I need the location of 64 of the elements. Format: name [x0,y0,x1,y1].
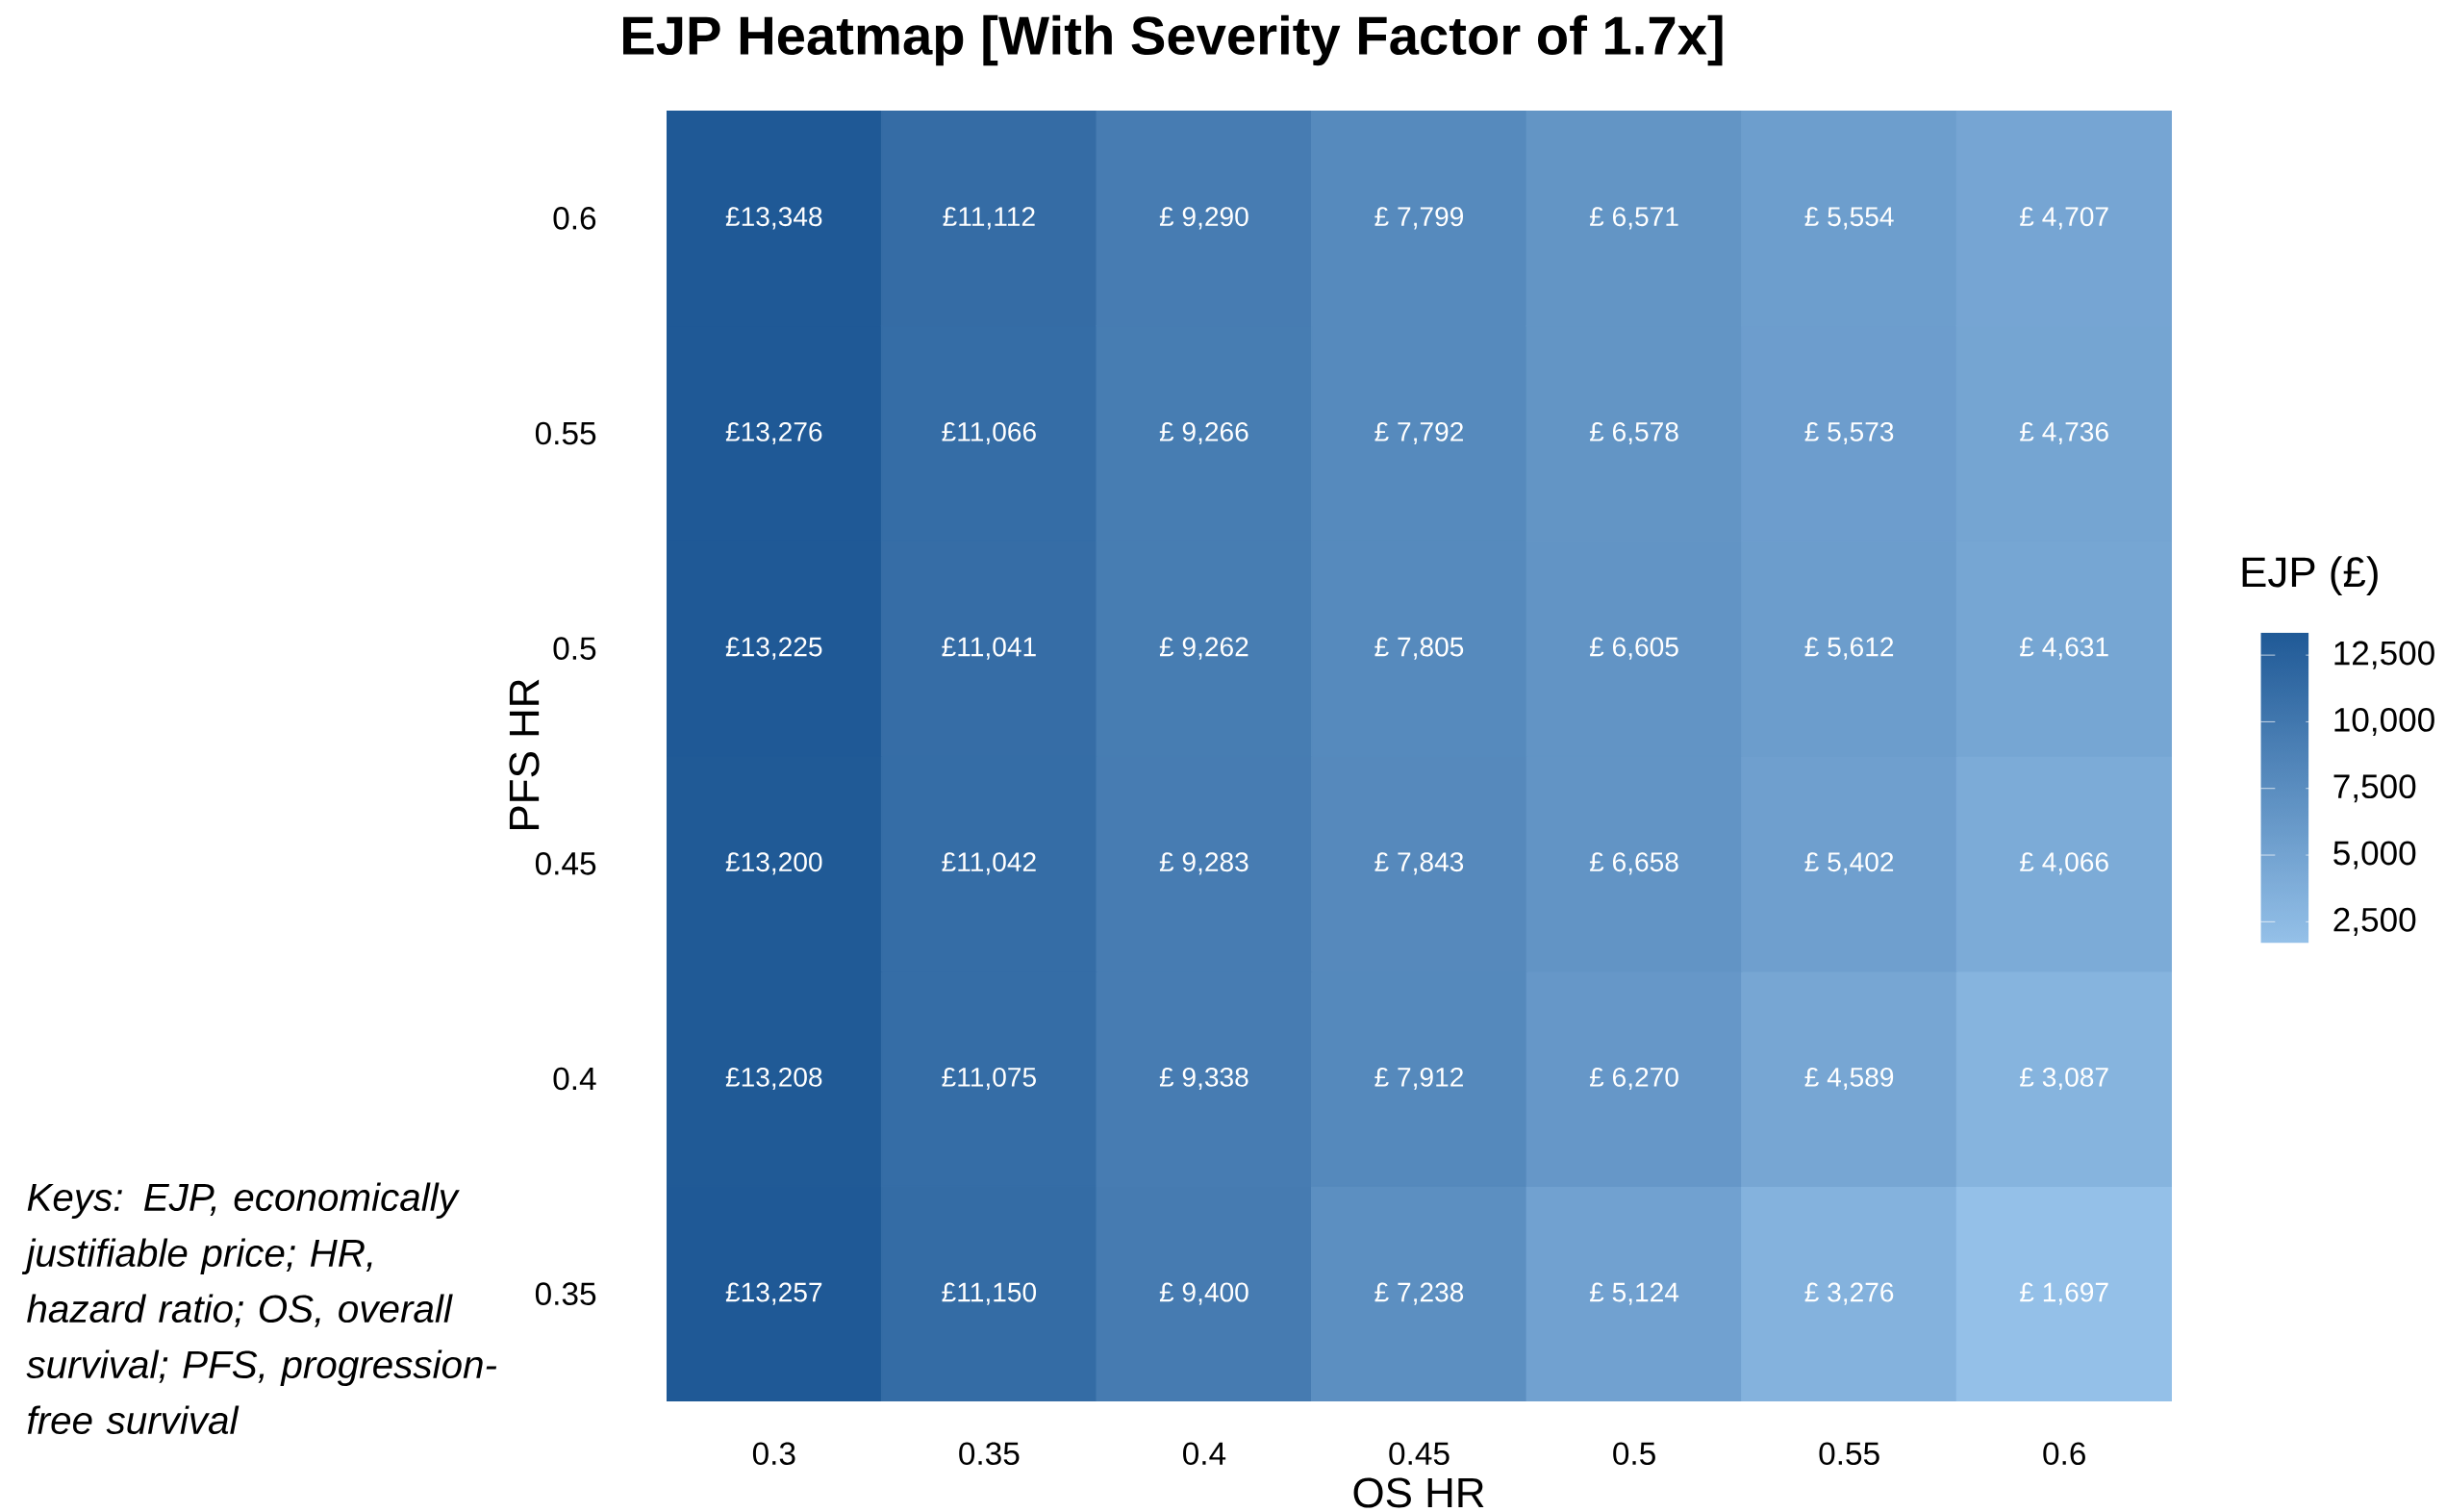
color-bar-title: EJP (£) [2242,556,2378,596]
data-label: £ 7,805 [1374,637,1464,660]
y-tick-label: 0.4 [553,1067,596,1091]
x-axis-title: OS HR [1353,1477,1484,1508]
data-label: £ 9,400 [1159,1282,1248,1305]
data-label: £11,075 [942,1067,1036,1091]
data-label: £ 6,605 [1589,637,1678,660]
data-label: £ 5,573 [1804,421,1894,445]
data-label: £ 7,238 [1374,1282,1464,1305]
data-label: £ 6,270 [1589,1067,1678,1091]
x-tick-label: 0.35 [959,1442,1020,1466]
data-label: £ 3,276 [1804,1282,1894,1305]
data-label: £ 6,658 [1589,852,1678,875]
data-label: £11,150 [942,1282,1037,1305]
data-label: £ 6,578 [1589,421,1678,445]
color-bar-label: 7,500 [2333,774,2416,803]
data-label: £ 9,262 [1159,637,1248,660]
data-label: £ 9,283 [1159,852,1248,875]
y-tick-label: 0.5 [553,637,596,660]
data-label: £ 5,554 [1804,207,1894,230]
data-label: £ 1,697 [2020,1282,2108,1305]
data-label: £ 5,124 [1589,1282,1679,1305]
color-bar-label: 12,500 [2334,641,2434,669]
data-label: £13,208 [725,1067,822,1091]
color-bar-label: 2,500 [2333,907,2416,936]
data-label: £ 5,612 [1804,637,1894,660]
chart-title: EJP Heatmap [With Severity Factor of 1.7x] [623,14,1723,66]
data-label: £ 9,266 [1159,421,1248,445]
x-tick-label: 0.4 [1183,1442,1226,1466]
color-bar-label: 10,000 [2334,707,2434,736]
data-label: £13,257 [725,1282,822,1305]
data-label: £ 4,589 [1804,1067,1894,1091]
data-label: £ 9,338 [1159,1067,1248,1091]
data-label: £11,041 [942,637,1036,660]
data-label: £ 7,792 [1374,421,1463,445]
data-label: £ 6,571 [1589,207,1678,230]
data-label: £ 4,631 [2020,637,2108,660]
data-label: £ 7,912 [1374,1067,1463,1091]
y-tick-label: 0.55 [535,421,596,445]
y-axis-title: PFS HR [509,679,540,829]
x-tick-label: 0.6 [2043,1442,2085,1466]
data-label: £ 3,087 [2020,1067,2108,1091]
data-label: £13,276 [725,421,822,445]
data-label: £ 7,843 [1374,852,1464,875]
data-label: £ 4,736 [2020,421,2108,445]
data-label: £ 4,707 [2020,207,2108,230]
data-label: £11,112 [943,207,1035,230]
color-bar-label: 5,000 [2333,841,2416,869]
text: Keys: EJP, economically justifiable price; HR, hazard ratio; OS, overall survival; PFS, progression-free survival [21,1182,497,1435]
data-label: £ 5,402 [1804,852,1894,875]
data-label: £13,225 [725,637,822,660]
data-label: £ 9,290 [1159,207,1248,230]
x-tick-label: 0.5 [1613,1442,1655,1466]
data-label: £ 4,066 [2020,852,2108,875]
data-label: £13,200 [725,852,822,875]
x-tick-label: 0.3 [752,1442,795,1466]
x-tick-label: 0.45 [1389,1442,1450,1466]
y-tick-label: 0.35 [535,1282,596,1305]
data-label: £11,042 [942,852,1036,875]
x-tick-label: 0.55 [1819,1442,1879,1466]
data-label: £11,066 [942,421,1036,445]
y-tick-label: 0.45 [535,852,596,875]
y-tick-label: 0.6 [553,207,596,230]
data-label: £13,348 [725,207,822,230]
